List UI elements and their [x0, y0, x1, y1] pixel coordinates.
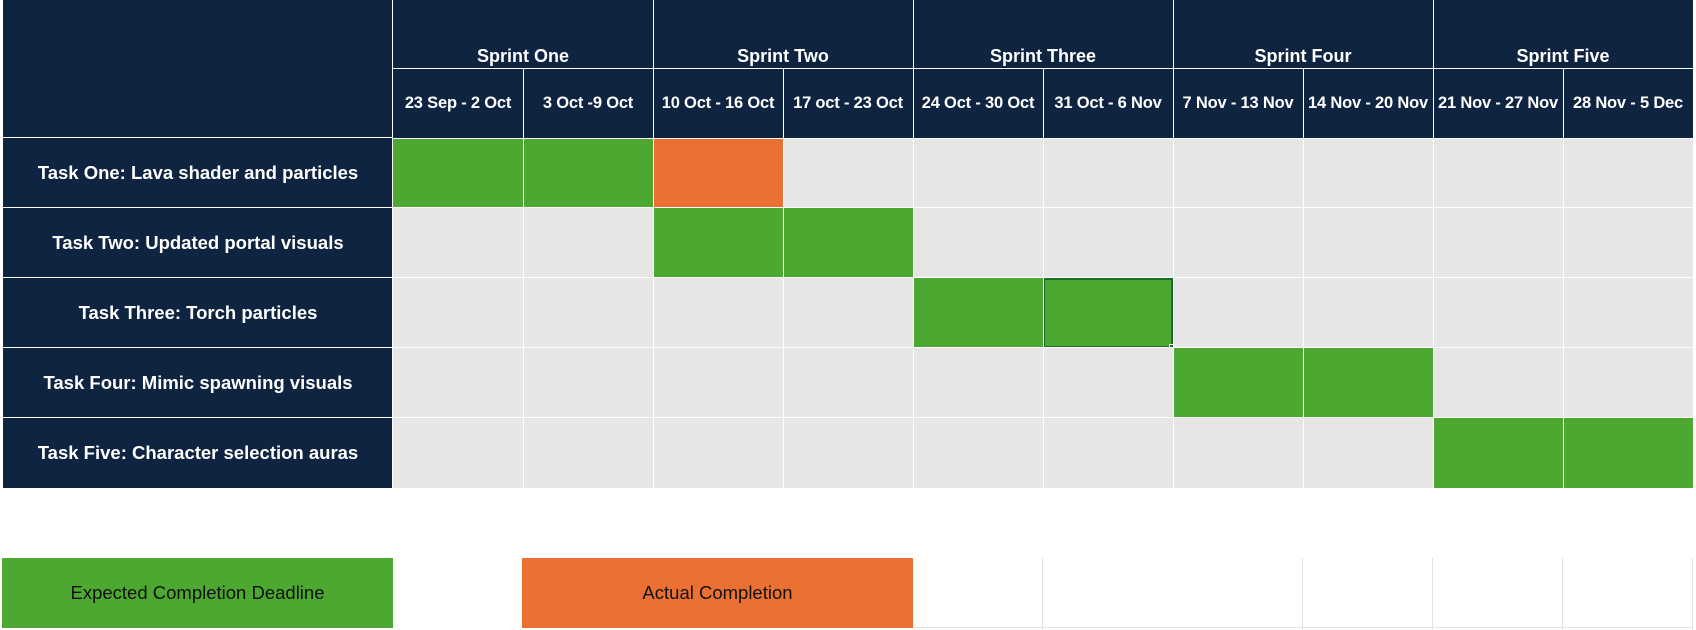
sprint-header[interactable]: Sprint Two: [653, 0, 913, 68]
timeline-cell[interactable]: [913, 138, 1043, 208]
sprint-header[interactable]: Sprint One: [393, 0, 653, 68]
week-header[interactable]: 14 Nov - 20 Nov: [1303, 68, 1433, 138]
week-header[interactable]: 7 Nov - 13 Nov: [1173, 68, 1303, 138]
timeline-cell[interactable]: [1173, 208, 1303, 278]
timeline-cell[interactable]: [913, 348, 1043, 418]
sheet-gridline: [1042, 558, 1043, 630]
timeline-cell[interactable]: [1563, 208, 1693, 278]
timeline-cell[interactable]: [1043, 348, 1173, 418]
week-header[interactable]: 17 oct - 23 Oct: [783, 68, 913, 138]
timeline-cell[interactable]: [1563, 138, 1693, 208]
grid-line-vertical: [1173, 0, 1174, 488]
timeline-cell[interactable]: [783, 418, 913, 488]
task-label[interactable]: Task Four: Mimic spawning visuals: [3, 348, 393, 418]
grid-line-vertical: [1303, 68, 1304, 488]
week-header[interactable]: 23 Sep - 2 Oct: [393, 68, 523, 138]
week-header[interactable]: 3 Oct -9 Oct: [523, 68, 653, 138]
timeline-cell[interactable]: [1303, 208, 1433, 278]
timeline-cell[interactable]: [1303, 138, 1433, 208]
timeline-cell-expected[interactable]: [1173, 348, 1303, 418]
timeline-cell-expected[interactable]: [653, 208, 783, 278]
week-header[interactable]: 21 Nov - 27 Nov: [1433, 68, 1563, 138]
grid-line-horizontal: [393, 68, 1693, 69]
timeline-cell[interactable]: [1303, 278, 1433, 348]
timeline-cell[interactable]: [1563, 278, 1693, 348]
timeline-cell[interactable]: [1433, 278, 1563, 348]
timeline-cell[interactable]: [393, 208, 523, 278]
grid-line-vertical: [1433, 0, 1434, 488]
timeline-cell[interactable]: [913, 208, 1043, 278]
grid-line-horizontal: [3, 137, 393, 138]
sheet-gridline: [1692, 558, 1693, 630]
timeline-cell[interactable]: [783, 278, 913, 348]
timeline-cell[interactable]: [1043, 418, 1173, 488]
timeline-cell[interactable]: [393, 418, 523, 488]
timeline-cell[interactable]: [523, 348, 653, 418]
grid-line-vertical: [653, 0, 654, 488]
sheet-gridline: [1432, 558, 1433, 630]
timeline-cell[interactable]: [913, 418, 1043, 488]
timeline-cell[interactable]: [1303, 418, 1433, 488]
grid-line-horizontal: [393, 138, 1693, 139]
timeline-cell-expected[interactable]: [913, 278, 1043, 348]
timeline-cell-expected[interactable]: [1433, 418, 1563, 488]
timeline-cell[interactable]: [393, 348, 523, 418]
grid-line-vertical: [1563, 68, 1564, 488]
timeline-cell[interactable]: [1043, 208, 1173, 278]
timeline-cell[interactable]: [653, 278, 783, 348]
sheet-gridline: [1562, 558, 1563, 630]
timeline-cell[interactable]: [1043, 138, 1173, 208]
sprint-header[interactable]: Sprint Three: [913, 0, 1173, 68]
task-label[interactable]: Task One: Lava shader and particles: [3, 138, 393, 208]
grid-line-vertical: [913, 0, 914, 488]
timeline-cell[interactable]: [783, 138, 913, 208]
timeline-cell[interactable]: [653, 348, 783, 418]
week-header[interactable]: 10 Oct - 16 Oct: [653, 68, 783, 138]
timeline-cell[interactable]: [1173, 278, 1303, 348]
timeline-cell[interactable]: [1563, 348, 1693, 418]
grid-line-vertical: [1693, 0, 1694, 488]
header-corner-cell[interactable]: [3, 0, 393, 138]
grid-line-vertical: [523, 68, 524, 488]
timeline-cell[interactable]: [523, 278, 653, 348]
timeline-cell-actual[interactable]: [653, 138, 783, 208]
timeline-cell[interactable]: [783, 348, 913, 418]
grid-line-horizontal: [3, 417, 1693, 418]
timeline-cell[interactable]: [1433, 348, 1563, 418]
grid-line-horizontal: [3, 347, 1693, 348]
timeline-cell-expected[interactable]: [1303, 348, 1433, 418]
legend-expected-completion[interactable]: Expected Completion Deadline: [2, 558, 393, 628]
week-header[interactable]: 31 Oct - 6 Nov: [1043, 68, 1173, 138]
sheet-gridline: [913, 627, 1693, 628]
selected-cell[interactable]: [1043, 278, 1173, 348]
grid-line-vertical: [783, 68, 784, 488]
grid-line-vertical: [392, 0, 393, 488]
sheet-gridline: [1302, 558, 1303, 630]
sprint-header[interactable]: Sprint Four: [1173, 0, 1433, 68]
task-label[interactable]: Task Two: Updated portal visuals: [3, 208, 393, 278]
timeline-cell[interactable]: [523, 208, 653, 278]
grid-line-horizontal: [3, 207, 1693, 208]
week-header[interactable]: 24 Oct - 30 Oct: [913, 68, 1043, 138]
timeline-cell[interactable]: [1433, 208, 1563, 278]
timeline-cell[interactable]: [1173, 418, 1303, 488]
timeline-cell[interactable]: [393, 278, 523, 348]
week-header[interactable]: 28 Nov - 5 Dec: [1563, 68, 1693, 138]
legend-actual-completion[interactable]: Actual Completion: [522, 558, 913, 628]
task-label[interactable]: Task Three: Torch particles: [3, 278, 393, 348]
grid-line-horizontal: [3, 277, 1693, 278]
timeline-cell-expected[interactable]: [523, 138, 653, 208]
task-label[interactable]: Task Five: Character selection auras: [3, 418, 393, 488]
timeline-cell[interactable]: [1433, 138, 1563, 208]
timeline-cell-expected[interactable]: [1563, 418, 1693, 488]
timeline-cell[interactable]: [523, 418, 653, 488]
timeline-cell[interactable]: [1173, 138, 1303, 208]
timeline-cell-expected[interactable]: [783, 208, 913, 278]
timeline-cell[interactable]: [653, 418, 783, 488]
sprint-header[interactable]: Sprint Five: [1433, 0, 1693, 68]
grid-line-vertical: [1043, 68, 1044, 488]
timeline-cell-expected[interactable]: [393, 138, 523, 208]
